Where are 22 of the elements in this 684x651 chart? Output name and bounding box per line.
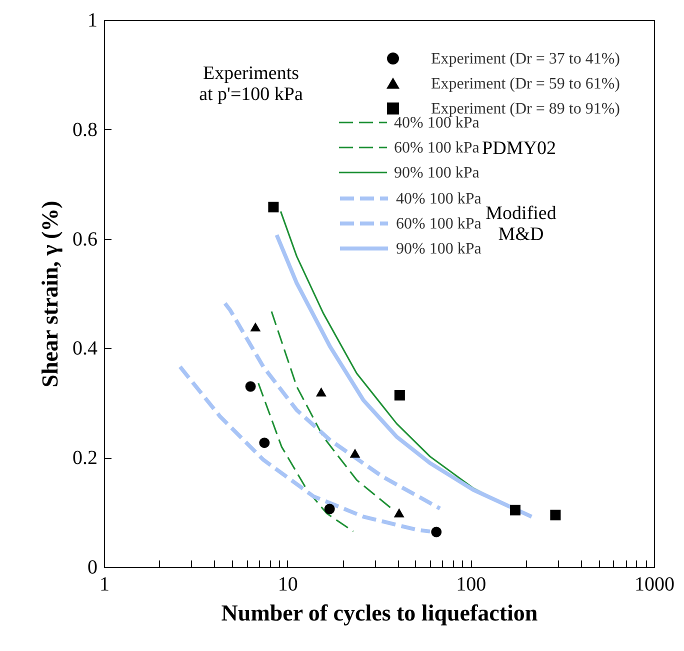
y-axis-title: Shear strain, γ (%) xyxy=(38,200,62,388)
legend-label: 90% 100 kPa xyxy=(396,240,482,258)
y-tick-label: 0.2 xyxy=(72,447,98,470)
annotation: Modified M&D xyxy=(486,203,557,245)
legend-label: Experiment (Dr = 37 to 41%) xyxy=(431,50,620,68)
y-tick-label: 1 xyxy=(88,10,98,32)
annotation: Experiments at p'=100 kPa xyxy=(199,63,304,105)
x-axis-title: Number of cycles to liquefaction xyxy=(221,600,538,626)
annotation: PDMY02 xyxy=(482,138,556,159)
y-tick-label: 0.6 xyxy=(72,228,98,250)
legend-label: 90% 100 kPa xyxy=(394,164,480,182)
y-tick-label: 0.4 xyxy=(72,338,98,360)
legend-label: Experiment (Dr = 89 to 91%) xyxy=(431,100,620,118)
legend-label: 40% 100 kPa xyxy=(396,190,482,208)
y-tick-label: 0.8 xyxy=(72,118,98,141)
y-tick-label: 0 xyxy=(88,556,98,578)
x-tick-label: 10 xyxy=(278,574,298,596)
legend-label: Experiment (Dr = 59 to 61%) xyxy=(431,76,620,92)
legend-label: 60% 100 kPa xyxy=(394,140,480,156)
x-tick-label: 100 xyxy=(456,574,486,596)
legend-label: 60% 100 kPa xyxy=(396,216,482,232)
x-tick-label: 1000 xyxy=(634,574,674,596)
